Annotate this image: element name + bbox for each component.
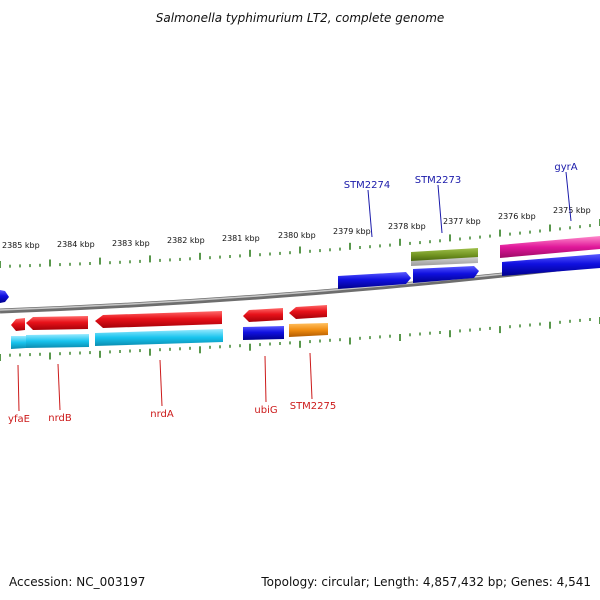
- gene-feature[interactable]: [289, 323, 328, 337]
- scale-label: 2385 kbp: [2, 241, 40, 250]
- forward-genes: [0, 236, 600, 303]
- accession-text: Accession: NC_003197: [9, 575, 145, 589]
- gene-STM2274[interactable]: [338, 272, 411, 289]
- scale-label: 2382 kbp: [167, 236, 205, 245]
- gene-ubiG[interactable]: [243, 308, 283, 322]
- gene-feature[interactable]: [95, 329, 223, 346]
- scale-label: 2376 kbp: [498, 212, 536, 221]
- gene-label-ubiG[interactable]: ubiG: [254, 405, 277, 416]
- gene-nrdA[interactable]: [95, 311, 222, 328]
- gene-nrdB[interactable]: [26, 316, 88, 330]
- scale-label: 2377 kbp: [443, 217, 481, 226]
- gene-label-gyrA[interactable]: gyrA: [554, 162, 577, 173]
- gene-label-nrdB[interactable]: nrdB: [48, 413, 72, 424]
- gene-label-STM2274[interactable]: STM2274: [344, 180, 391, 191]
- gene-feature[interactable]: [11, 336, 26, 349]
- genome-summary-text: Topology: circular; Length: 4,857,432 bp…: [260, 575, 591, 589]
- scale-label: 2375 kbp: [553, 206, 591, 215]
- gene-feature[interactable]: [243, 326, 284, 340]
- gene-feature[interactable]: [0, 290, 9, 303]
- gene-gyrA[interactable]: [500, 236, 600, 258]
- gene-label-STM2273[interactable]: STM2273: [415, 175, 462, 186]
- scale-label: 2381 kbp: [222, 234, 260, 243]
- gene-feature[interactable]: [502, 254, 600, 276]
- gene-label-nrdA[interactable]: nrdA: [150, 409, 174, 420]
- scale-labels: 2385 kbp 2384 kbp 2383 kbp 2382 kbp 2381…: [2, 206, 591, 250]
- gene-STM2275[interactable]: [289, 305, 327, 319]
- gene-feature[interactable]: [413, 266, 479, 283]
- scale-label: 2383 kbp: [112, 239, 150, 248]
- upper-label-leaders: [367, 171, 572, 238]
- gene-label-STM2275[interactable]: STM2275: [290, 401, 337, 412]
- scale-label: 2379 kbp: [333, 227, 371, 236]
- lower-label-leaders: [17, 352, 313, 412]
- scale-label: 2378 kbp: [388, 222, 426, 231]
- gene-feature[interactable]: [26, 334, 89, 348]
- reverse-genes: [11, 305, 328, 349]
- gene-yfaE[interactable]: [11, 318, 25, 331]
- map-title: Salmonella typhimurium LT2, complete gen…: [156, 11, 445, 25]
- scale-label: 2380 kbp: [278, 231, 316, 240]
- upper-scale-ticks: [0, 219, 600, 268]
- gene-label-yfaE[interactable]: yfaE: [8, 414, 30, 425]
- lower-scale-ticks: [0, 317, 600, 361]
- scale-label: 2384 kbp: [57, 240, 95, 249]
- gene-STM2273[interactable]: [411, 248, 478, 261]
